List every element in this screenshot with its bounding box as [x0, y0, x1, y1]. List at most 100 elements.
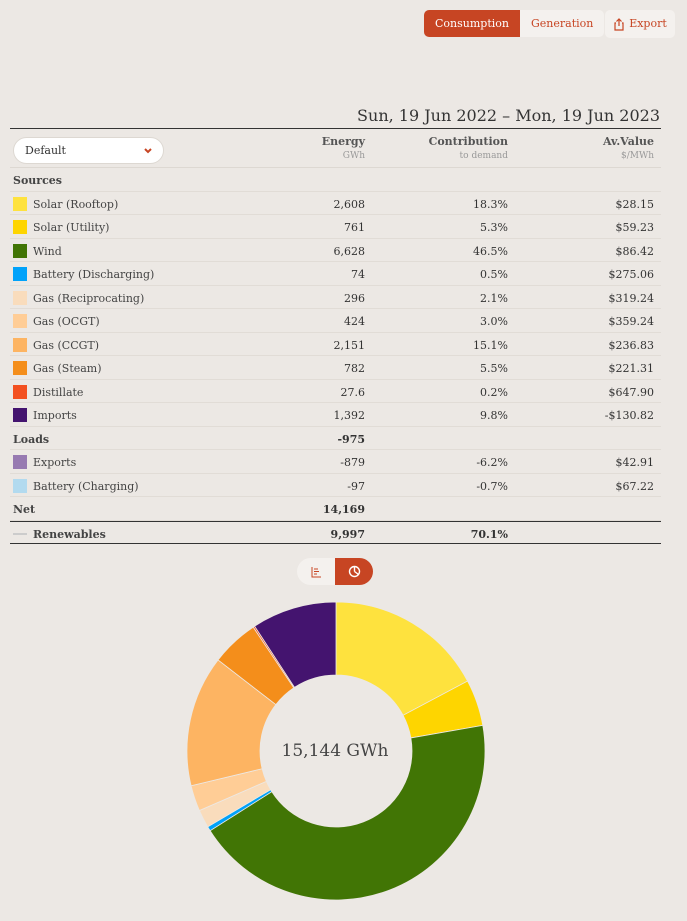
table-row-solar-utility[interactable]: Solar (Utility) 761 5.3% $59.23 [10, 215, 661, 239]
row-value: $236.83 [608, 338, 655, 352]
loads-total: -975 [337, 432, 365, 446]
row-energy: -879 [340, 456, 365, 469]
section-label: Net [13, 503, 36, 516]
row-value: $28.15 [615, 197, 655, 211]
chevron-down-icon [143, 138, 153, 174]
row-energy: 2,608 [333, 197, 366, 211]
color-swatch [13, 196, 27, 211]
row-energy: 1,392 [333, 409, 366, 422]
export-button[interactable]: Export [605, 10, 675, 38]
table-header: Default Energy GWh Contribution to deman… [10, 129, 661, 168]
consumption-button[interactable]: Consumption [424, 10, 520, 37]
row-energy: 761 [344, 221, 365, 234]
renewables-contribution: 70.1% [470, 527, 508, 541]
col-energy-unit: GWh [342, 151, 365, 161]
row-contribution: 5.3% [480, 221, 508, 234]
row-label: Wind [33, 244, 62, 258]
row-energy: 782 [344, 362, 365, 375]
color-swatch [13, 243, 27, 258]
row-energy: 424 [344, 315, 365, 328]
row-label: Battery (Charging) [33, 479, 139, 493]
col-energy-title: Energy [321, 135, 365, 148]
color-swatch [13, 220, 27, 234]
section-net: Net 14,169 [10, 497, 661, 521]
row-energy: 2,151 [333, 338, 366, 352]
color-swatch [13, 478, 27, 493]
row-contribution: 9.8% [480, 409, 508, 422]
table-row-battery-discharging[interactable]: Battery (Discharging) 74 0.5% $275.06 [10, 262, 661, 286]
row-energy: 74 [351, 268, 365, 281]
color-swatch [13, 337, 27, 352]
row-value: $42.91 [615, 456, 655, 469]
section-label: Loads [13, 432, 50, 446]
col-energy: Energy GWh [322, 129, 365, 161]
row-contribution: -6.2% [476, 456, 508, 469]
row-contribution: 18.3% [473, 197, 508, 211]
net-total: 14,169 [322, 503, 365, 516]
renewables-swatch [13, 532, 27, 535]
section-label: Sources [13, 174, 62, 187]
energy-table: Default Energy GWh Contribution to deman… [10, 128, 661, 544]
row-value: $67.22 [615, 479, 655, 493]
row-energy: 6,628 [333, 244, 366, 258]
color-swatch [13, 314, 27, 328]
view-toggle [297, 558, 373, 585]
pie-chart-icon[interactable] [335, 558, 373, 585]
share-icon [614, 17, 624, 31]
table-row-gas-steam[interactable]: Gas (Steam) 782 5.5% $221.31 [10, 356, 661, 380]
date-range: Sun, 19 Jun 2022 – Mon, 19 Jun 2023 [357, 106, 660, 125]
row-contribution: 5.5% [480, 362, 508, 375]
row-label: Solar (Rooftop) [33, 197, 119, 211]
row-contribution: -0.7% [476, 479, 508, 493]
bar-list-icon[interactable] [297, 558, 335, 585]
col-avvalue-unit: $/MWh [620, 151, 654, 161]
color-swatch [13, 267, 27, 281]
table-row-battery-charging[interactable]: Battery (Charging) -97 -0.7% $67.22 [10, 474, 661, 497]
row-value: $647.90 [608, 385, 655, 399]
row-contribution: 46.5% [473, 244, 508, 258]
col-avvalue: Av.Value $/MWh [603, 129, 654, 161]
row-value: -$130.82 [604, 409, 654, 422]
row-label: Battery (Discharging) [33, 268, 155, 281]
row-contribution: 0.5% [480, 268, 508, 281]
row-label: Distillate [33, 385, 84, 399]
row-value: $319.24 [608, 291, 655, 305]
table-row-gas-reciprocating[interactable]: Gas (Reciprocating) 296 2.1% $319.24 [10, 286, 661, 309]
table-row-imports[interactable]: Imports 1,392 9.8% -$130.82 [10, 403, 661, 427]
table-row-gas-ccgt[interactable]: Gas (CCGT) 2,151 15.1% $236.83 [10, 333, 661, 356]
row-value: $359.24 [608, 315, 655, 328]
table-row-exports[interactable]: Exports -879 -6.2% $42.91 [10, 450, 661, 474]
grouping-dropdown[interactable]: Default [13, 137, 164, 164]
row-energy: 27.6 [340, 385, 366, 399]
color-swatch [13, 408, 27, 422]
col-contribution: Contribution to demand [429, 129, 508, 161]
color-swatch [13, 290, 27, 305]
color-swatch [13, 361, 27, 375]
table-row-wind[interactable]: Wind 6,628 46.5% $86.42 [10, 239, 661, 262]
color-swatch [13, 455, 27, 469]
generation-button[interactable]: Generation [519, 10, 605, 37]
section-loads: Loads -975 [10, 427, 661, 450]
table-row-solar-rooftop[interactable]: Solar (Rooftop) 2,608 18.3% $28.15 [10, 192, 661, 215]
row-label: Gas (Reciprocating) [33, 291, 145, 305]
renewables-row: Renewables 9,997 70.1% [10, 520, 661, 544]
row-energy: 296 [344, 291, 365, 305]
row-contribution: 3.0% [480, 315, 508, 328]
row-value: $221.31 [608, 362, 655, 375]
color-swatch [13, 384, 27, 399]
col-avvalue-title: Av.Value [602, 135, 654, 148]
row-label: Imports [33, 409, 77, 422]
row-contribution: 0.2% [480, 385, 508, 399]
table-row-gas-ocgt[interactable]: Gas (OCGT) 424 3.0% $359.24 [10, 309, 661, 333]
donut-center-total: 15,144 GWh [281, 741, 389, 761]
renewables-energy: 9,997 [330, 527, 365, 541]
row-contribution: 2.1% [480, 291, 508, 305]
dropdown-value: Default [25, 144, 66, 157]
renewables-label: Renewables [33, 527, 106, 541]
row-label: Gas (Steam) [33, 362, 102, 375]
row-value: $275.06 [608, 268, 655, 281]
table-row-distillate[interactable]: Distillate 27.6 0.2% $647.90 [10, 380, 661, 403]
row-label: Solar (Utility) [33, 221, 110, 234]
col-contribution-title: Contribution [428, 135, 508, 148]
donut-hole [260, 675, 412, 827]
